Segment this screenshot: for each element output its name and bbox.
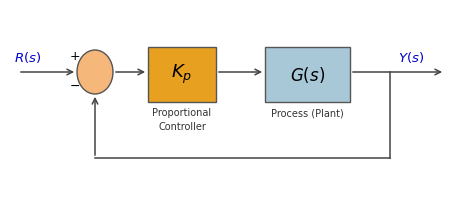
Text: $G(s)$: $G(s)$ [290,64,325,85]
FancyBboxPatch shape [265,47,350,102]
Text: Proportional
Controller: Proportional Controller [153,108,211,132]
FancyBboxPatch shape [148,47,216,102]
Text: $Y(s)$: $Y(s)$ [398,49,424,64]
Text: $K_p$: $K_p$ [172,63,192,86]
Text: +: + [70,49,80,62]
Text: Process (Plant): Process (Plant) [271,108,343,118]
Ellipse shape [77,50,113,94]
Text: $R(s)$: $R(s)$ [14,49,41,64]
Text: −: − [70,80,80,93]
